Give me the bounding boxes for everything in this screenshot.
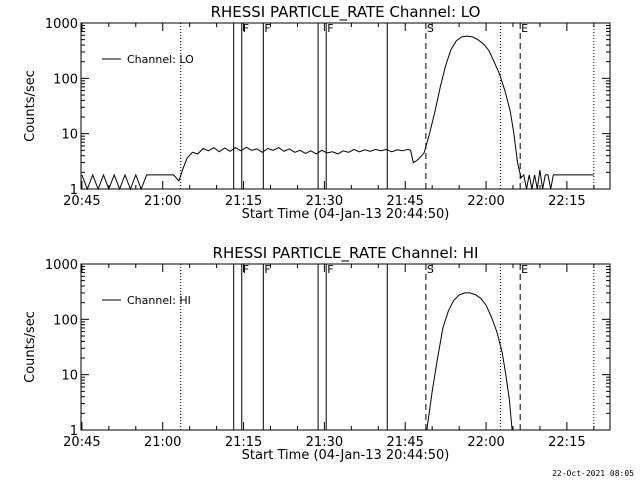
event-marker-label: E: [521, 263, 528, 276]
series-line: [81, 35, 594, 191]
x-tick-label: 21:15: [225, 435, 262, 450]
event-marker-label: F: [264, 263, 270, 276]
x-tick-label: 22:15: [548, 194, 585, 209]
x-tick-label: 21:00: [144, 194, 181, 209]
y-axis-label: Counts/sec: [23, 70, 38, 142]
event-marker-label: E: [521, 22, 528, 35]
x-tick-label: 21:45: [386, 435, 423, 450]
hi-channel-plot: F F F S E 20:45 21:00 21:15 21:30 21:45 22:00 22:15…: [23, 244, 611, 463]
x-tick-label: 21:30: [306, 435, 343, 450]
x-tick-label: 21:15: [225, 194, 262, 209]
event-marker-label: S: [427, 263, 434, 276]
y-tick-label: 1000: [45, 17, 78, 32]
x-axis-label: Start Time (04-Jan-13 20:44:50): [242, 207, 450, 222]
chart-title: RHESSI PARTICLE_RATE Channel: HI: [213, 244, 479, 263]
x-tick-label: 21:45: [386, 194, 423, 209]
event-marker-label: F: [327, 22, 333, 35]
lo-channel-plot: F F F S E 20:45 21:00 21:15 21:30 21:45 22:00 22:15…: [23, 3, 611, 222]
y-tick-label: 1: [70, 424, 78, 439]
x-axis-label: Start Time (04-Jan-13 20:44:50): [242, 448, 450, 463]
chart-title: RHESSI PARTICLE_RATE Channel: LO: [211, 3, 481, 22]
plot-frame: [80, 263, 611, 431]
x-tick-label: 20:45: [63, 194, 100, 209]
x-tick-label: 21:00: [144, 435, 181, 450]
y-tick-label: 1000: [45, 258, 78, 273]
x-tick-label: 22:00: [467, 435, 504, 450]
series-line: [426, 292, 513, 431]
event-marker-label: F: [264, 22, 270, 35]
x-tick-label: 20:45: [63, 435, 100, 450]
y-axis-label: Counts/sec: [23, 311, 38, 383]
x-tick-label: 21:30: [306, 194, 343, 209]
y-tick-label: 10: [61, 369, 78, 384]
y-tick-label: 1: [70, 183, 78, 198]
x-tick-label: 22:00: [467, 194, 504, 209]
legend-label: Channel: LO: [127, 53, 194, 66]
y-tick-label: 100: [53, 72, 78, 87]
event-marker-label: S: [427, 22, 434, 35]
legend-label: Channel: HI: [127, 294, 191, 307]
y-tick-label: 10: [61, 128, 78, 143]
event-marker-label: F: [327, 263, 333, 276]
y-tick-label: 100: [53, 313, 78, 328]
x-tick-label: 22:15: [548, 435, 585, 450]
event-marker-label: F: [243, 22, 249, 35]
event-marker-label: F: [243, 263, 249, 276]
plot-frame: [80, 22, 611, 190]
footer-date: 22-Oct-2021 08:05: [552, 469, 634, 478]
